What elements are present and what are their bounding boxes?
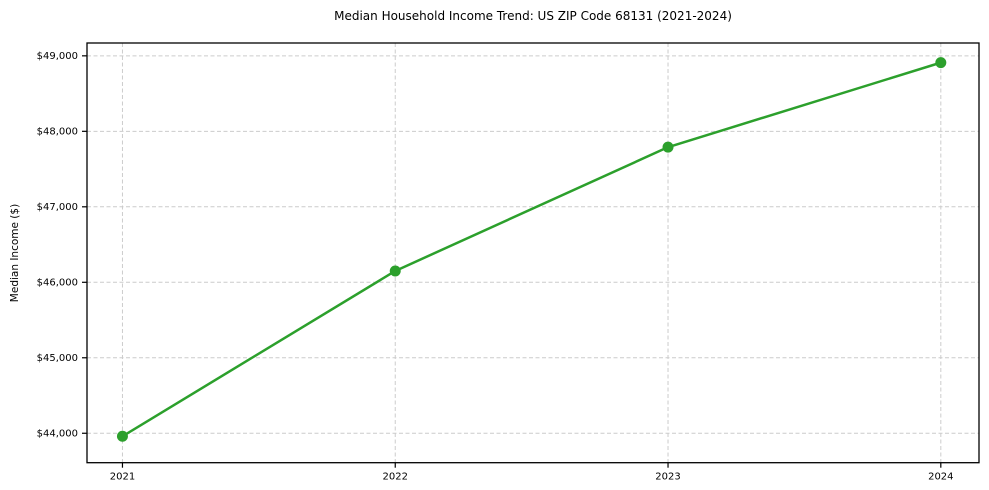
- x-tick-label: 2023: [655, 472, 680, 483]
- series-line: [121, 61, 943, 438]
- chart-title: Median Household Income Trend: US ZIP Co…: [334, 9, 732, 23]
- data-point-marker: [935, 57, 947, 69]
- data-point-marker: [116, 430, 128, 442]
- data-point-marker: [389, 265, 401, 277]
- y-tick-label: $48,000: [37, 127, 78, 138]
- y-tick-label: $47,000: [37, 202, 78, 213]
- data-point-marker: [662, 141, 674, 153]
- y-tick-label: $49,000: [37, 51, 78, 62]
- y-tick-label: $46,000: [37, 278, 78, 289]
- y-tick-label: $44,000: [37, 429, 78, 440]
- x-tick-label: 2024: [928, 472, 953, 483]
- y-tick-label: $45,000: [37, 353, 78, 364]
- x-tick-label: 2022: [383, 472, 408, 483]
- x-tick-label: 2021: [110, 472, 135, 483]
- plot-border: [86, 42, 980, 464]
